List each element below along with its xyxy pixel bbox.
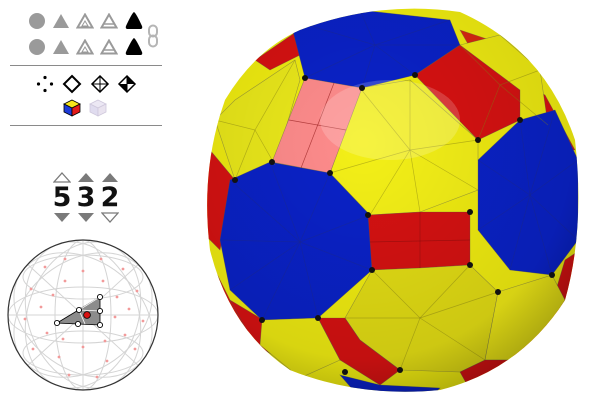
p-increase-button[interactable] bbox=[50, 172, 74, 184]
triangle-outline-icon[interactable] bbox=[76, 39, 94, 55]
sphere-icon[interactable] bbox=[28, 12, 46, 30]
p-decrease-button[interactable] bbox=[50, 212, 74, 224]
q-decrease-button[interactable] bbox=[74, 212, 98, 224]
triangle-bold-icon[interactable] bbox=[124, 37, 144, 56]
diamond-outline-icon[interactable] bbox=[62, 74, 82, 94]
symmetry-q-value: 3 bbox=[76, 182, 96, 213]
symmetry-r-value: 2 bbox=[100, 182, 120, 213]
faded-cube-icon[interactable] bbox=[89, 99, 107, 117]
q-increase-button[interactable] bbox=[74, 172, 98, 184]
divider bbox=[10, 125, 162, 126]
r-decrease-button[interactable] bbox=[98, 212, 122, 224]
triangle-solid-icon[interactable] bbox=[52, 13, 70, 29]
triangle-half-icon[interactable] bbox=[100, 13, 118, 29]
sphere-icon[interactable] bbox=[28, 38, 46, 56]
diamond-cross-icon[interactable] bbox=[90, 74, 110, 94]
triangle-outline-icon[interactable] bbox=[76, 13, 94, 29]
r-increase-button[interactable] bbox=[98, 172, 122, 184]
diamond-split-icon[interactable] bbox=[117, 74, 137, 94]
divider bbox=[10, 65, 162, 66]
color-cube-icon[interactable] bbox=[63, 99, 81, 117]
polyhedron-viewport[interactable] bbox=[190, 0, 600, 400]
symmetry-p-control: 5 bbox=[50, 172, 74, 224]
chain-link-icon[interactable] bbox=[147, 24, 159, 48]
triangle-solid-icon[interactable] bbox=[52, 39, 70, 55]
triangle-bold-icon[interactable] bbox=[124, 11, 144, 30]
vertex-dots-icon[interactable] bbox=[36, 75, 54, 93]
symmetry-p-value: 5 bbox=[52, 182, 72, 213]
symmetry-r-control: 2 bbox=[98, 172, 122, 224]
symmetry-q-control: 3 bbox=[74, 172, 98, 224]
control-panel: 5 3 2 bbox=[0, 0, 170, 400]
truncated-icosidodecahedron bbox=[207, 8, 579, 392]
triangle-half-icon[interactable] bbox=[100, 39, 118, 55]
fundamental-domain-sphere[interactable] bbox=[5, 237, 161, 393]
